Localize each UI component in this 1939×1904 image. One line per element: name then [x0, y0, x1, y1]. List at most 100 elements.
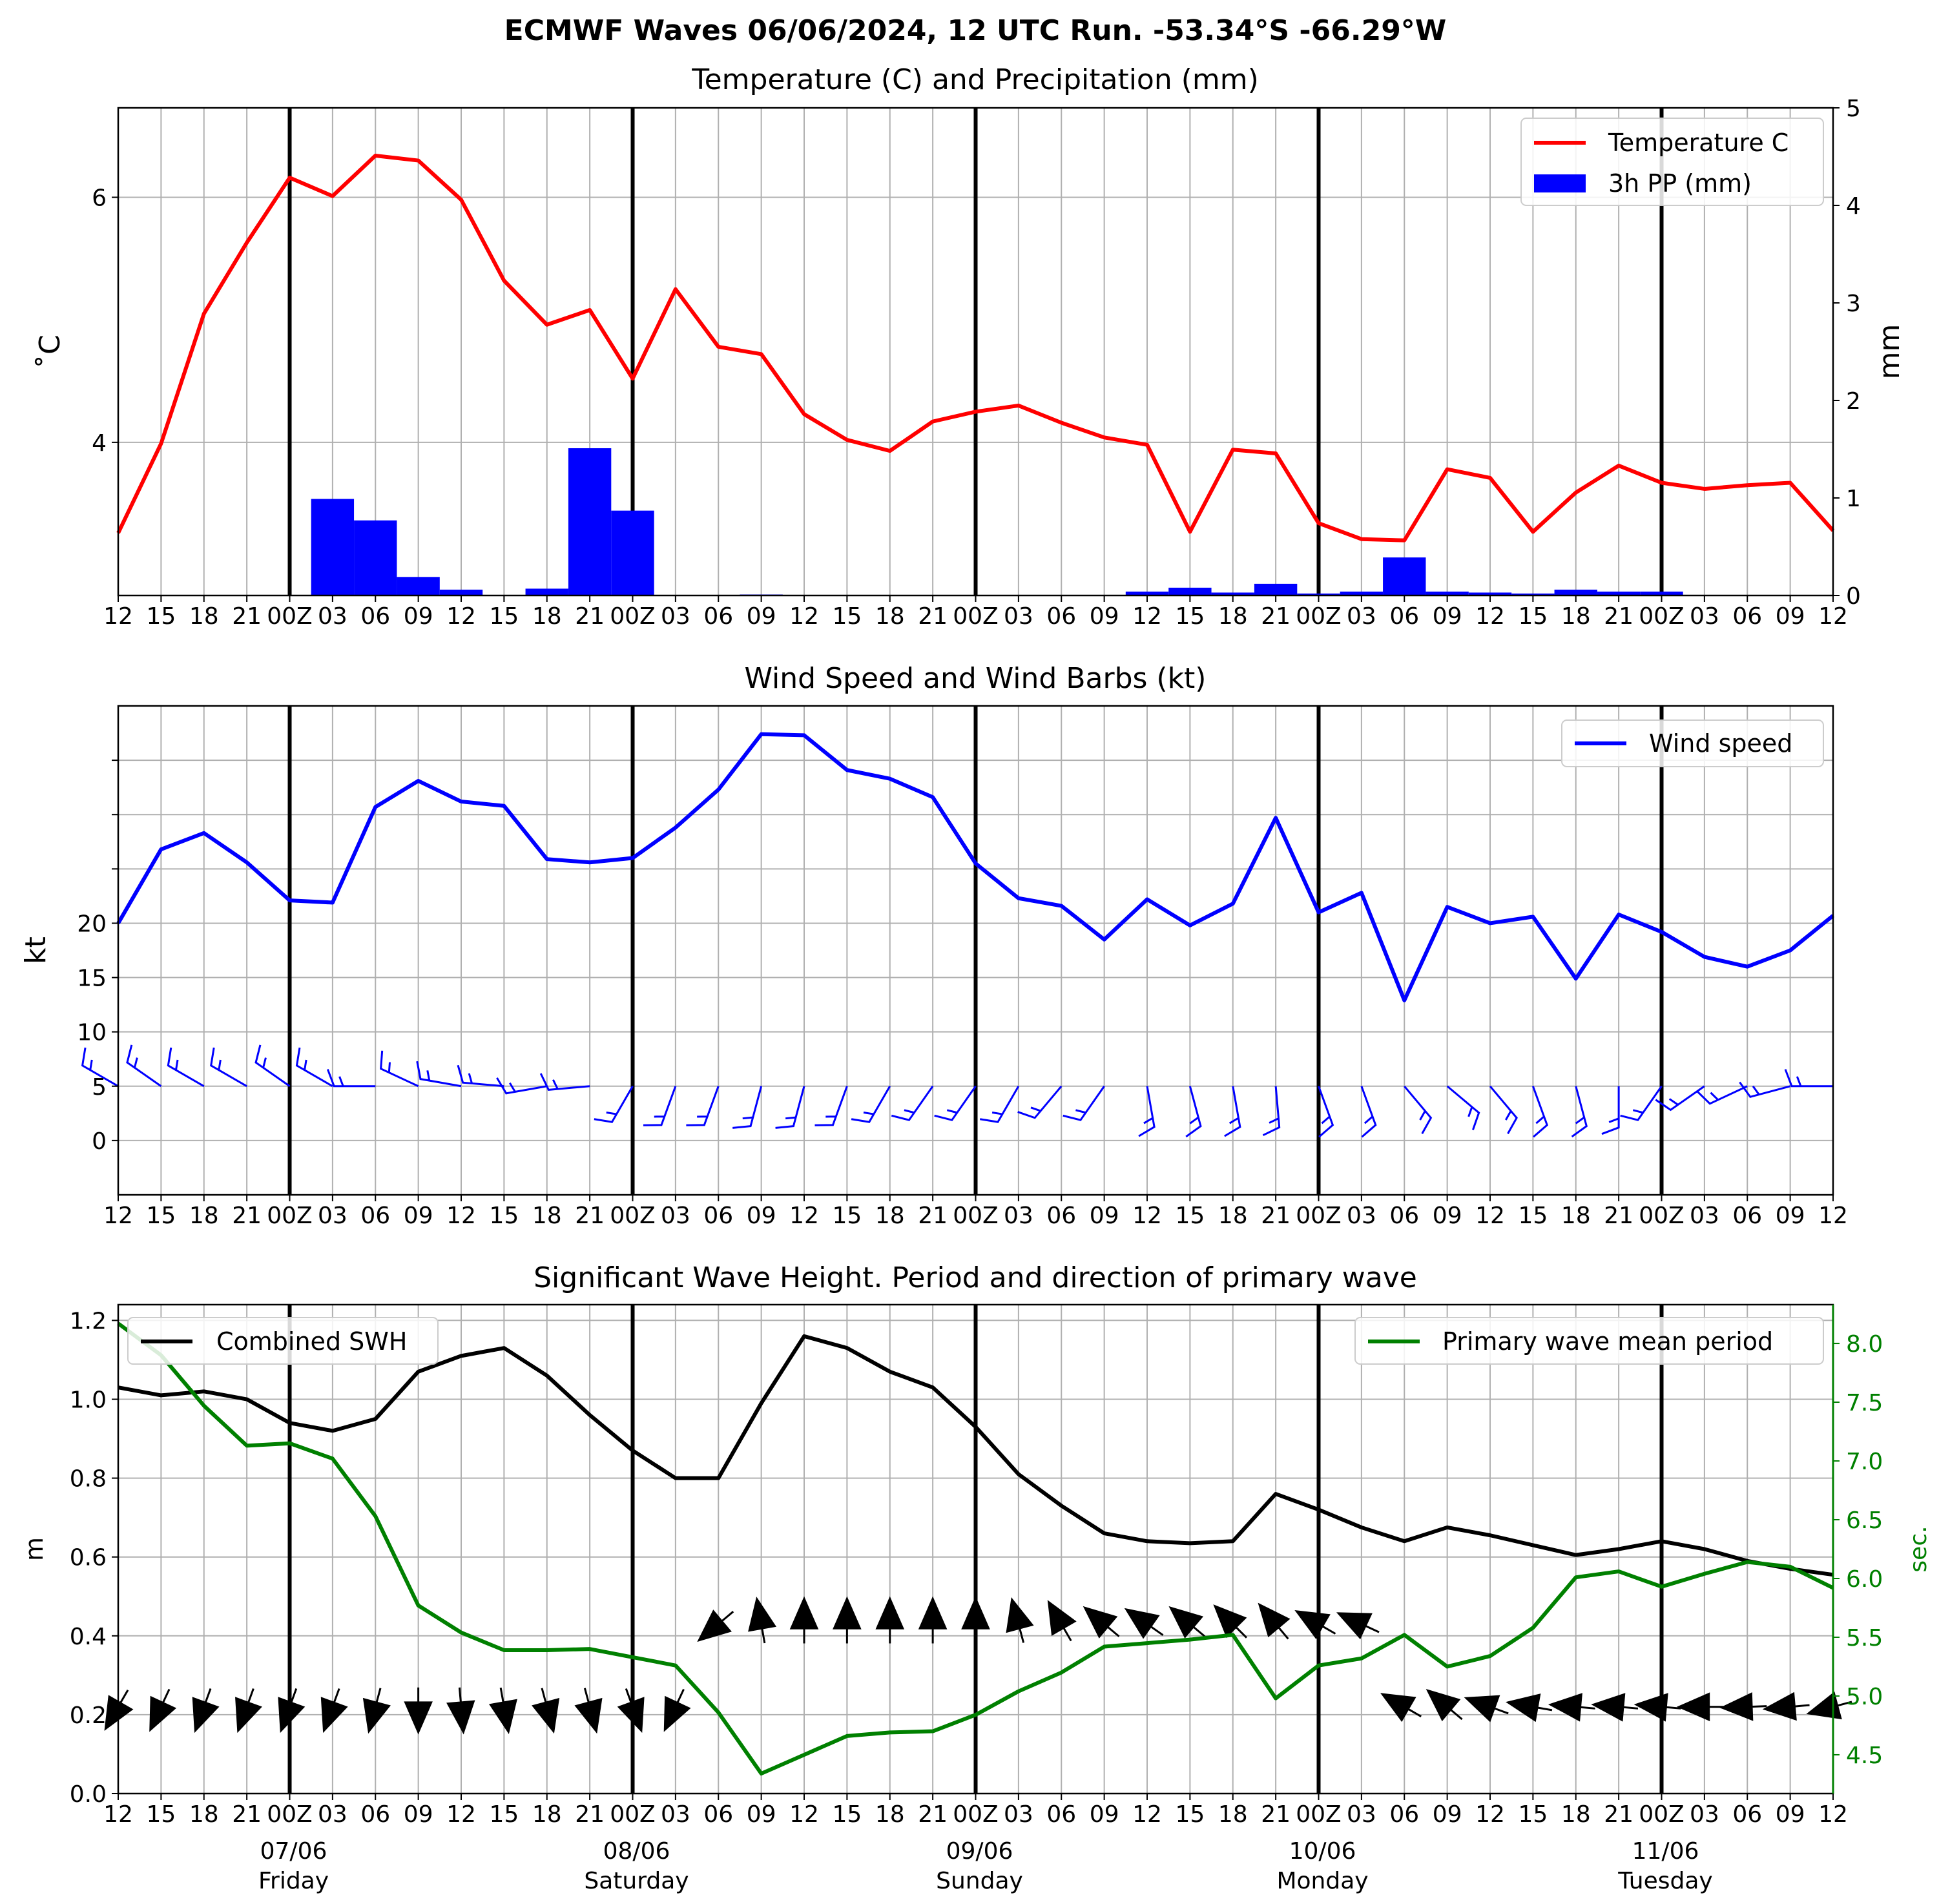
p3-xtick-label: 18: [189, 1801, 219, 1828]
p2-xtick-label: 06: [1046, 1203, 1076, 1229]
p3-xtick-label: 18: [1218, 1801, 1248, 1828]
p3-xtick-label: 06: [360, 1801, 390, 1828]
wave-direction-arrow: [1124, 1608, 1164, 1639]
p1-xtick-label: 00Z: [1296, 603, 1341, 630]
p3-xtick-label: 12: [103, 1801, 133, 1828]
p2-xtick-label: 15: [489, 1203, 519, 1229]
wind-barb: [1601, 1086, 1620, 1135]
p3-ytick-label: 0.2: [70, 1702, 107, 1729]
p3-xtick-label: 09: [1090, 1801, 1119, 1828]
p3-y2tick-label: 4.5: [1846, 1743, 1883, 1769]
p2-xtick-label: 00Z: [610, 1203, 655, 1229]
wave-direction-arrow: [1168, 1606, 1206, 1639]
p2-ytick-label: 20: [77, 911, 107, 937]
p2-xtick-label: 21: [918, 1203, 948, 1229]
p3-xtick-label: 09: [1433, 1801, 1462, 1828]
wave-direction-arrow: [1806, 1692, 1852, 1720]
wave-direction-arrow: [1591, 1693, 1639, 1722]
p1-xtick-label: 15: [146, 603, 176, 630]
precip-bar: [1125, 591, 1169, 595]
p3-xtick-label: 09: [1776, 1801, 1805, 1828]
panel1-title: Temperature (C) and Precipitation (mm): [691, 63, 1259, 96]
precip-bar: [568, 448, 612, 595]
wave-direction-arrow: [1294, 1610, 1336, 1639]
p2-xtick-label: 06: [1389, 1203, 1419, 1229]
p3-xtick-label: 09: [747, 1801, 776, 1828]
precip-bar: [1254, 583, 1298, 595]
wave-direction-arrow: [1633, 1693, 1681, 1722]
p1-y2tick-label: 4: [1846, 193, 1861, 220]
wind-barb: [380, 1050, 419, 1088]
p3-xtick-label: 18: [532, 1801, 562, 1828]
p3-xtick-label: 09: [404, 1801, 433, 1828]
wind-barb: [851, 1086, 891, 1123]
p3-xtick-label: 03: [661, 1801, 690, 1828]
p2-ytick-label: 15: [77, 966, 107, 992]
wave-direction-arrow: [1464, 1695, 1509, 1723]
wave-direction-arrow: [574, 1688, 603, 1734]
p3-xtick-label: 12: [789, 1801, 819, 1828]
swh-line: [118, 1334, 1834, 1577]
p1-xtick-label: 03: [1004, 603, 1033, 630]
wind-barb: [686, 1086, 720, 1126]
wave-direction-arrow: [1426, 1689, 1463, 1722]
wave-direction-arrow: [1258, 1602, 1291, 1640]
p3-y2tick-label: 5.0: [1846, 1684, 1883, 1710]
p1-xtick-label: 06: [1046, 603, 1076, 630]
p3-xtick-label: 06: [1046, 1801, 1076, 1828]
precip-bar: [525, 588, 568, 595]
p3-xtick-label: 12: [1818, 1801, 1848, 1828]
day-date-label: 08/06: [603, 1838, 670, 1865]
p3-y2tick-label: 8.0: [1846, 1331, 1883, 1358]
p2-xtick-label: 00Z: [1296, 1203, 1341, 1229]
wave-direction-arrow: [404, 1687, 433, 1735]
p1-xtick-label: 03: [661, 603, 690, 630]
p1-xtick-label: 09: [1433, 603, 1462, 630]
p1-xtick-label: 06: [360, 603, 390, 630]
p1-xtick-label: 15: [1175, 603, 1205, 630]
p3-xtick-label: 03: [318, 1801, 347, 1828]
p3-ylabel: m: [20, 1537, 48, 1561]
p3-legend-left: [127, 1317, 439, 1365]
p3-xtick-label: 06: [1389, 1801, 1419, 1828]
wind-barb: [934, 1085, 977, 1121]
p3-xtick-label: 00Z: [610, 1801, 655, 1828]
wind-barb: [1262, 1086, 1281, 1137]
p2-xtick-label: 06: [703, 1203, 733, 1229]
p3-y2tick-label: 6.0: [1846, 1566, 1883, 1593]
p1-xtick-label: 09: [1090, 603, 1119, 630]
p3-xtick-label: 21: [1261, 1801, 1291, 1828]
wind-barb: [594, 1086, 634, 1123]
p3-ytick-label: 1.2: [70, 1308, 107, 1334]
precip-bar: [1511, 593, 1555, 595]
wind-barb: [1531, 1086, 1549, 1138]
p1-xtick-label: 18: [875, 603, 905, 630]
p2-xtick-label: 21: [232, 1203, 262, 1229]
p2-ytick-label: 0: [92, 1128, 107, 1155]
p2-xtick-label: 18: [189, 1203, 219, 1229]
p2-xtick-label: 12: [789, 1203, 819, 1229]
wave-direction-arrow: [446, 1687, 475, 1735]
p3-xtick-label: 18: [875, 1801, 905, 1828]
p1-xtick-label: 09: [1776, 603, 1805, 630]
p2-xtick-label: 12: [1818, 1203, 1848, 1229]
wind-barb: [210, 1047, 247, 1088]
p2-xtick-label: 12: [446, 1203, 476, 1229]
p1-xtick-label: 12: [103, 603, 133, 630]
wind-barb: [1655, 1085, 1705, 1112]
p3-ytick-label: 1.0: [70, 1387, 107, 1414]
p1-y2tick-label: 0: [1846, 583, 1861, 610]
p1-xtick-label: 12: [1818, 603, 1848, 630]
p3-ytick-label: 0.0: [70, 1781, 107, 1808]
p1-xtick-label: 00Z: [953, 603, 998, 630]
precip-bar: [439, 589, 483, 595]
temperature-precip-panel: 12 15 18 21 00Z 03 06 09 12 15 18 21 00Z 03 06 09 12 15 18…: [34, 96, 1906, 630]
wave-direction-arrow: [1506, 1693, 1553, 1723]
panel2-title: Wind Speed and Wind Barbs (kt): [745, 662, 1207, 695]
precip-bar: [397, 577, 440, 595]
wind-barb: [814, 1086, 848, 1126]
wind-barb: [295, 1047, 333, 1088]
p2-xtick-label: 03: [1690, 1203, 1719, 1229]
p2-xtick-label: 09: [1433, 1203, 1462, 1229]
